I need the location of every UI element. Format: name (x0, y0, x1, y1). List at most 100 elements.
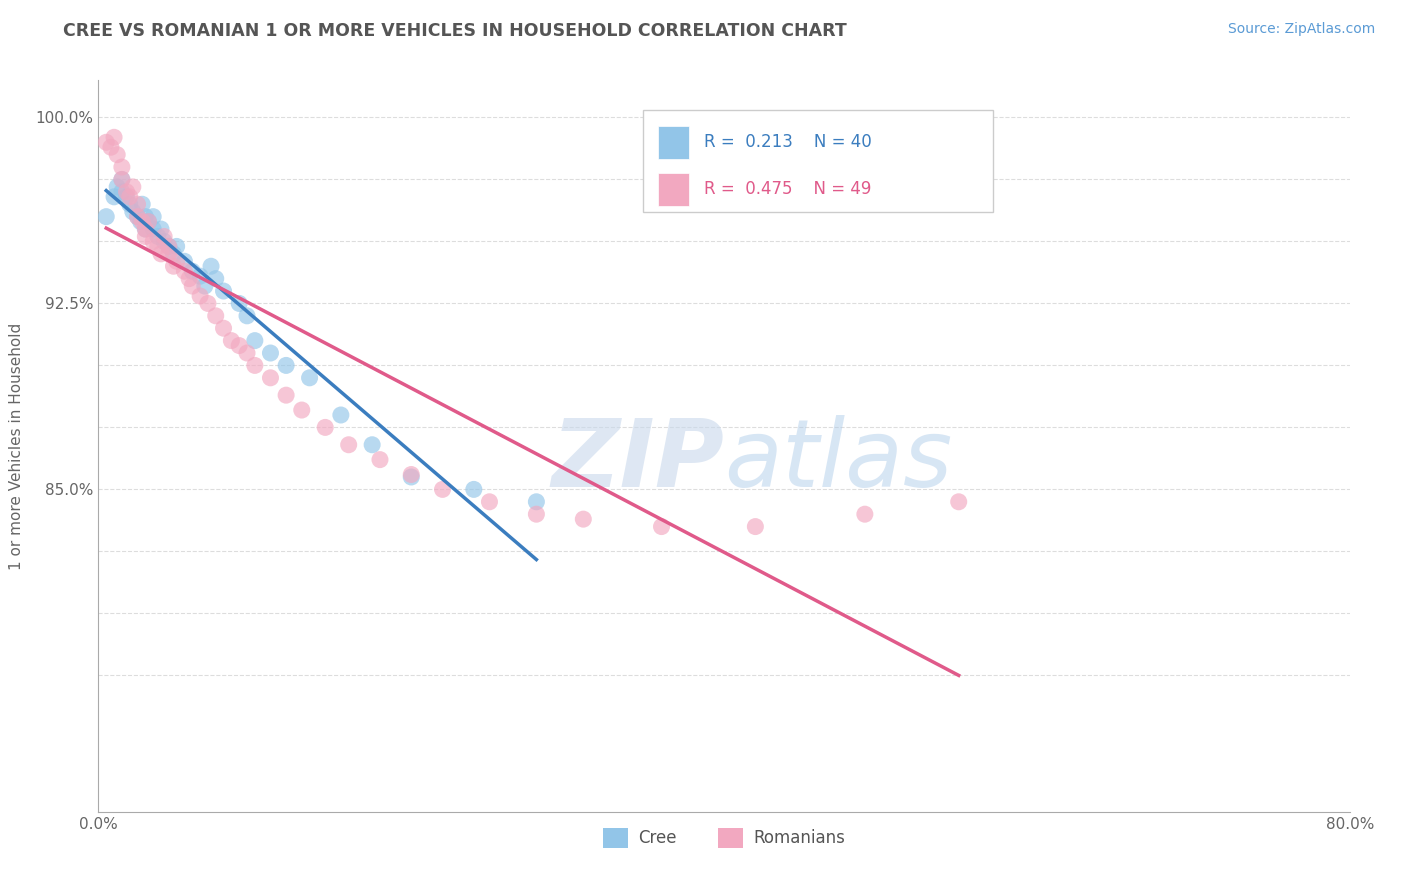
Point (146, 239, 169, 253)
Point (146, 229, 169, 244)
Point (131, 197, 153, 211)
Point (105, 147, 128, 161)
Point (432, 483, 454, 497)
Point (744, 519, 766, 533)
Point (111, 185, 134, 199)
Text: Source: ZipAtlas.com: Source: ZipAtlas.com (1227, 22, 1375, 37)
Point (157, 239, 180, 253)
Point (96, 210, 118, 224)
Text: atlas: atlas (724, 415, 952, 506)
Point (127, 197, 149, 211)
Point (118, 190, 141, 204)
Point (948, 495, 970, 509)
Legend: Cree, Romanians: Cree, Romanians (596, 821, 852, 855)
Point (115, 185, 138, 199)
Point (200, 259, 222, 273)
Point (181, 264, 204, 278)
Point (142, 235, 165, 249)
Point (368, 452, 391, 467)
Point (337, 438, 360, 452)
Bar (658, 173, 689, 206)
Text: R =  0.213    N = 40: R = 0.213 N = 40 (704, 133, 872, 152)
Point (259, 346, 281, 360)
Point (134, 210, 156, 224)
Text: R =  0.475    N = 49: R = 0.475 N = 49 (704, 180, 872, 198)
Point (134, 229, 156, 244)
Point (166, 239, 188, 253)
Bar (658, 126, 689, 159)
Point (142, 222, 165, 236)
Point (121, 180, 143, 194)
Point (221, 334, 243, 348)
Point (572, 512, 595, 526)
Point (197, 296, 219, 310)
Point (121, 204, 143, 219)
Point (96, 135, 118, 149)
Point (105, 180, 128, 194)
Point (153, 235, 176, 249)
Point (329, 408, 352, 422)
Point (194, 279, 217, 293)
Point (181, 279, 204, 293)
Point (131, 214, 153, 228)
Point (274, 359, 298, 373)
Point (153, 229, 176, 244)
Point (228, 296, 250, 310)
Point (138, 214, 160, 228)
Point (204, 271, 226, 285)
Point (138, 214, 160, 228)
Text: ZIP: ZIP (551, 415, 724, 507)
Point (228, 338, 250, 352)
Point (212, 284, 235, 298)
Point (236, 309, 259, 323)
Point (401, 470, 423, 484)
Point (361, 438, 384, 452)
Point (157, 239, 180, 253)
Point (100, 140, 122, 154)
Point (243, 334, 266, 348)
Point (188, 289, 211, 303)
Point (118, 197, 141, 211)
Point (111, 172, 134, 186)
Point (179, 271, 201, 285)
Point (103, 190, 125, 204)
Point (212, 321, 235, 335)
Point (243, 359, 266, 373)
Point (150, 247, 173, 261)
Point (236, 346, 259, 360)
Point (173, 264, 195, 278)
Point (526, 495, 548, 509)
Point (853, 507, 876, 521)
Point (111, 160, 134, 174)
Point (115, 190, 138, 204)
Point (526, 507, 548, 521)
Point (134, 222, 156, 236)
Point (111, 172, 134, 186)
Point (150, 222, 173, 236)
Point (103, 130, 125, 145)
Point (162, 247, 184, 261)
Point (127, 210, 149, 224)
Point (166, 254, 188, 268)
Point (157, 247, 180, 261)
Point (162, 259, 184, 273)
Point (127, 210, 149, 224)
Point (291, 403, 314, 417)
Point (650, 519, 672, 533)
Point (463, 483, 485, 497)
Point (314, 420, 336, 434)
Point (142, 210, 165, 224)
Point (274, 388, 298, 402)
Point (298, 371, 321, 385)
Point (173, 254, 195, 268)
Point (401, 467, 423, 482)
Y-axis label: 1 or more Vehicles in Household: 1 or more Vehicles in Household (10, 322, 24, 570)
Point (478, 495, 501, 509)
Point (134, 222, 156, 236)
Text: CREE VS ROMANIAN 1 OR MORE VEHICLES IN HOUSEHOLD CORRELATION CHART: CREE VS ROMANIAN 1 OR MORE VEHICLES IN H… (63, 22, 846, 40)
FancyBboxPatch shape (643, 110, 993, 212)
Point (204, 309, 226, 323)
Point (129, 214, 152, 228)
Point (259, 371, 281, 385)
Point (188, 269, 211, 284)
